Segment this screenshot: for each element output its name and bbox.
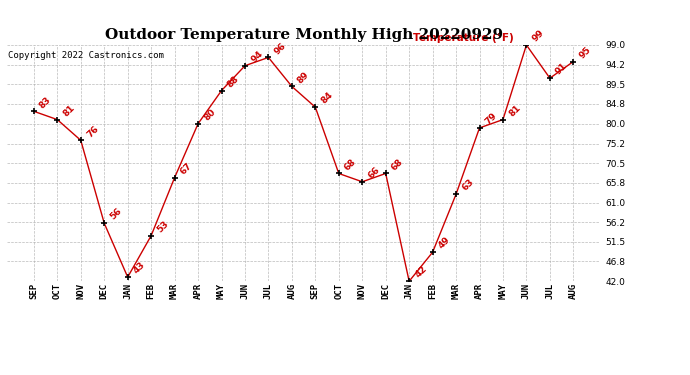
Text: 80: 80 <box>202 107 217 122</box>
Text: 81: 81 <box>507 103 522 118</box>
Text: 49: 49 <box>437 236 452 251</box>
Text: 56: 56 <box>108 207 124 222</box>
Text: Temperature (°F): Temperature (°F) <box>413 33 514 43</box>
Text: 84: 84 <box>319 90 335 106</box>
Text: 88: 88 <box>226 74 241 89</box>
Text: 95: 95 <box>578 45 593 60</box>
Text: 89: 89 <box>296 70 311 85</box>
Text: 68: 68 <box>390 157 405 172</box>
Text: 79: 79 <box>484 111 499 126</box>
Text: Copyright 2022 Castronics.com: Copyright 2022 Castronics.com <box>8 51 164 60</box>
Text: 53: 53 <box>155 219 170 234</box>
Text: 67: 67 <box>179 161 194 176</box>
Title: Outdoor Temperature Monthly High 20220929: Outdoor Temperature Monthly High 2022092… <box>105 28 502 42</box>
Text: 81: 81 <box>61 103 77 118</box>
Text: 76: 76 <box>85 124 100 139</box>
Text: 96: 96 <box>273 41 288 56</box>
Text: 43: 43 <box>132 260 147 276</box>
Text: 83: 83 <box>38 95 53 110</box>
Text: 68: 68 <box>343 157 358 172</box>
Text: 91: 91 <box>554 62 569 77</box>
Text: 42: 42 <box>413 265 428 280</box>
Text: 63: 63 <box>460 178 475 193</box>
Text: 66: 66 <box>366 165 382 180</box>
Text: 94: 94 <box>249 49 264 64</box>
Text: 99: 99 <box>531 28 546 44</box>
